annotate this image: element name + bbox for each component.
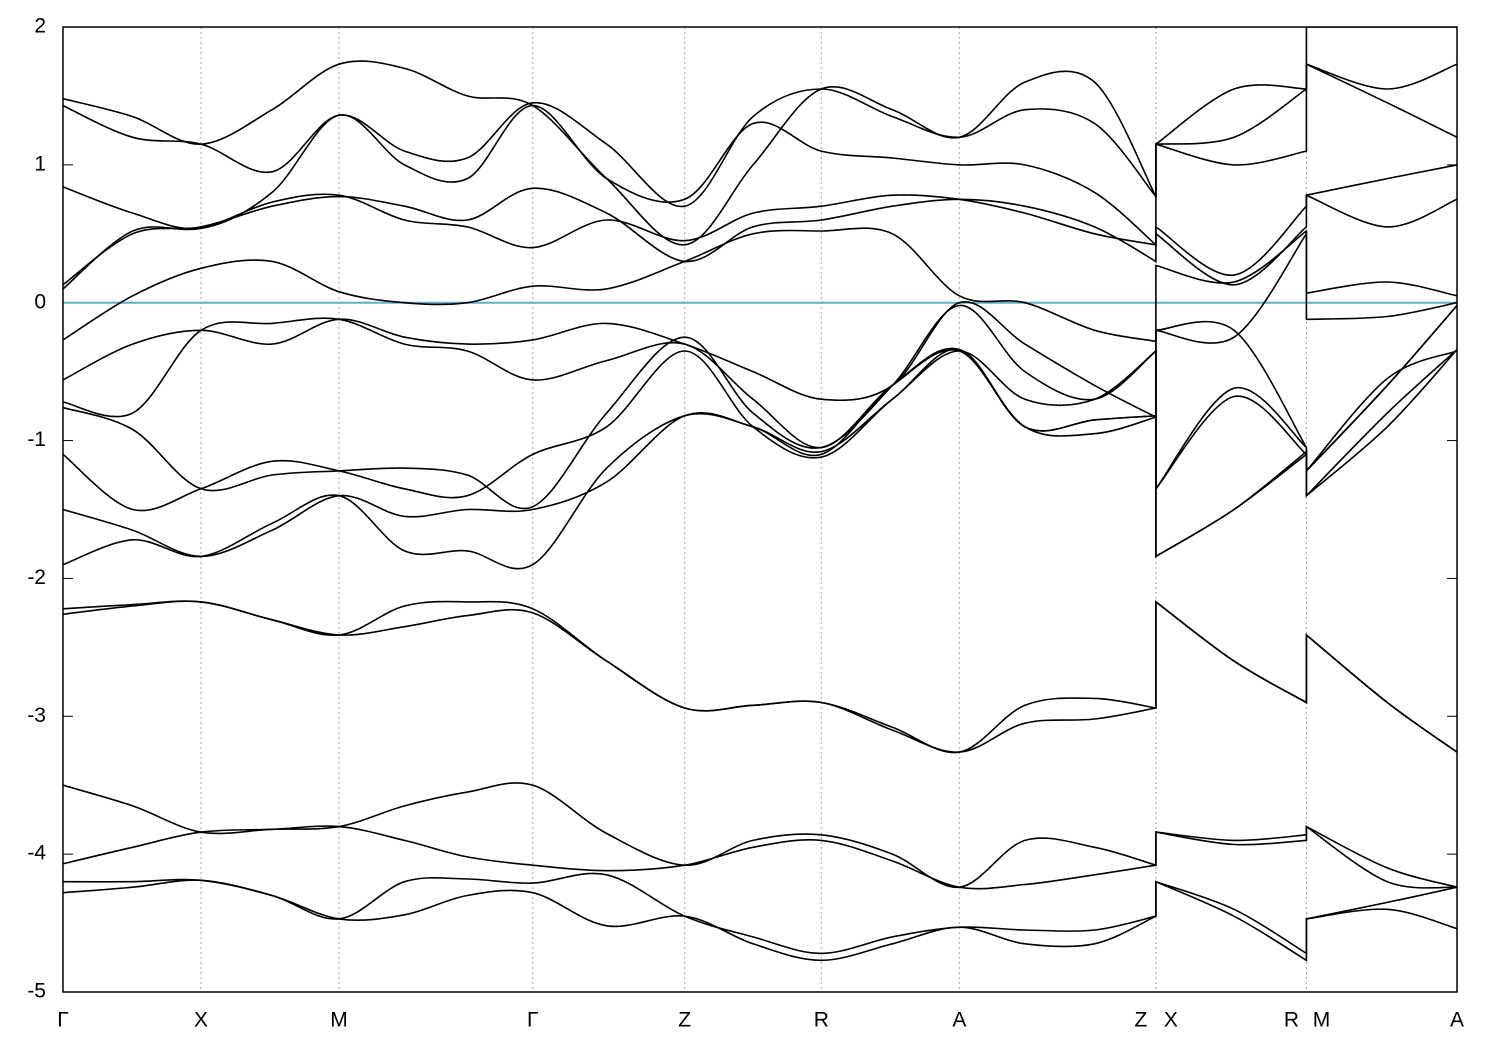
- x-tick-label: R: [814, 1009, 829, 1032]
- x-tick-label: M: [1313, 1009, 1331, 1032]
- x-tick-label: Z: [1134, 1009, 1147, 1032]
- y-tick-label: 2: [34, 15, 46, 38]
- x-tick-label: A: [1450, 1009, 1464, 1032]
- band-line: [63, 227, 1457, 343]
- band-line: [63, 348, 1457, 558]
- band-line: [63, 600, 1457, 753]
- band-line: [63, 63, 1457, 208]
- band-line: [63, 164, 1457, 290]
- y-tick-label: -4: [27, 842, 46, 865]
- x-tick-label: X: [1164, 1009, 1178, 1032]
- band-line: [63, 27, 1457, 246]
- x-tick-label: R: [1284, 1009, 1299, 1032]
- band-line: [63, 825, 1457, 890]
- band-line: [63, 304, 1457, 510]
- band-line: [63, 600, 1457, 754]
- bands-layer: [63, 27, 1457, 962]
- band-line: [63, 62, 1457, 247]
- x-tick-label: X: [194, 1009, 208, 1032]
- y-tick-label: -5: [27, 980, 46, 1003]
- band-line: [63, 782, 1457, 889]
- y-tick-label: 1: [34, 152, 46, 175]
- band-line: [63, 872, 1457, 955]
- plot-frame: [62, 26, 1458, 993]
- band-line: [63, 231, 1457, 419]
- band-line: [63, 304, 1457, 512]
- x-tick-label: Z: [678, 1009, 691, 1032]
- x-tick-label: Γ: [57, 1009, 69, 1032]
- y-tick-label: -1: [27, 428, 46, 451]
- band-line: [63, 347, 1457, 570]
- band-line: [63, 317, 1457, 474]
- band-line: [63, 187, 1457, 286]
- x-tick-label: M: [330, 1009, 348, 1032]
- y-tick-label: -2: [27, 566, 46, 589]
- y-tick-label: 0: [34, 290, 46, 313]
- y-tick-label: -3: [27, 704, 46, 727]
- band-line: [63, 879, 1457, 962]
- x-tick-label: Γ: [527, 1009, 539, 1032]
- labels-layer: 210-1-2-3-4-5Γ X M Γ Z R A Z X R M A: [27, 15, 1464, 1032]
- x-tick-label: A: [952, 1009, 966, 1032]
